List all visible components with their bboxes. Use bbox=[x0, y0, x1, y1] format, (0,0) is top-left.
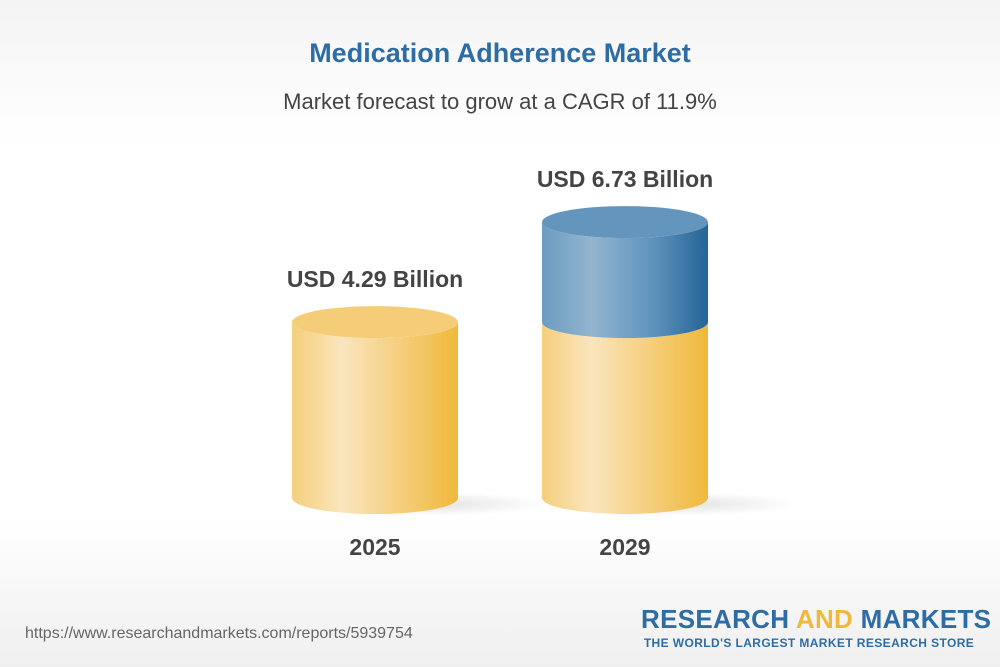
source-url[interactable]: https://www.researchandmarkets.com/repor… bbox=[25, 625, 413, 642]
category-label-2025: 2025 bbox=[349, 534, 400, 560]
cylinder-base-2029 bbox=[542, 322, 708, 514]
category-label-2029: 2029 bbox=[599, 534, 650, 560]
value-label-2025: USD 4.29 Billion bbox=[287, 266, 463, 292]
cylinder-growth-2029 bbox=[542, 222, 708, 339]
logo-text-markets: MARKETS bbox=[853, 604, 992, 634]
logo-text-research: RESEARCH bbox=[641, 604, 796, 634]
logo-tagline: THE WORLD'S LARGEST MARKET RESEARCH STOR… bbox=[643, 636, 975, 650]
research-and-markets-logo: RESEARCH AND MARKETS THE WORLD'S LARGEST… bbox=[641, 604, 991, 650]
cylinder-base-2025 bbox=[292, 322, 458, 514]
chart-title: Medication Adherence Market bbox=[309, 38, 691, 68]
cylinder-top-2025 bbox=[292, 306, 458, 339]
cylinder-top-2029 bbox=[542, 206, 708, 239]
chart-subtitle: Market forecast to grow at a CAGR of 11.… bbox=[283, 89, 717, 114]
logo-text-and: AND bbox=[795, 604, 854, 634]
value-label-2029: USD 6.73 Billion bbox=[537, 166, 713, 192]
